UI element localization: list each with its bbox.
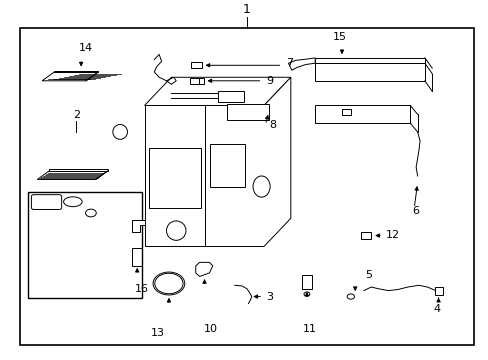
Bar <box>149 148 200 208</box>
Polygon shape <box>315 105 409 123</box>
Bar <box>210 144 244 186</box>
Text: 15: 15 <box>332 32 346 42</box>
Polygon shape <box>144 77 290 105</box>
Polygon shape <box>315 63 424 81</box>
Polygon shape <box>132 220 144 233</box>
Polygon shape <box>315 58 424 63</box>
Ellipse shape <box>252 176 269 197</box>
Text: 1: 1 <box>243 3 250 15</box>
Bar <box>360 232 370 239</box>
Polygon shape <box>37 171 108 180</box>
Polygon shape <box>42 72 98 81</box>
Bar <box>190 62 201 68</box>
Text: 12: 12 <box>385 230 399 240</box>
Text: 8: 8 <box>268 120 275 130</box>
Bar <box>302 275 311 289</box>
Polygon shape <box>144 105 205 247</box>
Polygon shape <box>288 58 315 70</box>
Polygon shape <box>54 71 98 72</box>
Bar <box>189 78 198 84</box>
Text: 11: 11 <box>303 324 317 334</box>
Bar <box>27 192 142 298</box>
Text: 7: 7 <box>285 58 292 68</box>
Bar <box>341 109 350 115</box>
Ellipse shape <box>153 272 184 295</box>
Text: 16: 16 <box>135 284 149 294</box>
Ellipse shape <box>166 221 185 240</box>
Text: 6: 6 <box>412 206 419 216</box>
Bar <box>132 248 142 266</box>
Text: 10: 10 <box>203 324 217 334</box>
Text: 14: 14 <box>79 42 93 53</box>
Bar <box>434 287 443 295</box>
Text: 3: 3 <box>266 292 273 302</box>
Text: 4: 4 <box>433 303 440 314</box>
Text: 2: 2 <box>73 109 80 120</box>
Text: 5: 5 <box>365 270 371 280</box>
Polygon shape <box>205 77 290 247</box>
Bar <box>217 91 244 102</box>
Bar <box>198 78 203 84</box>
Polygon shape <box>49 169 108 171</box>
Text: 13: 13 <box>150 328 164 338</box>
Bar <box>227 104 268 120</box>
Text: 9: 9 <box>266 76 273 86</box>
